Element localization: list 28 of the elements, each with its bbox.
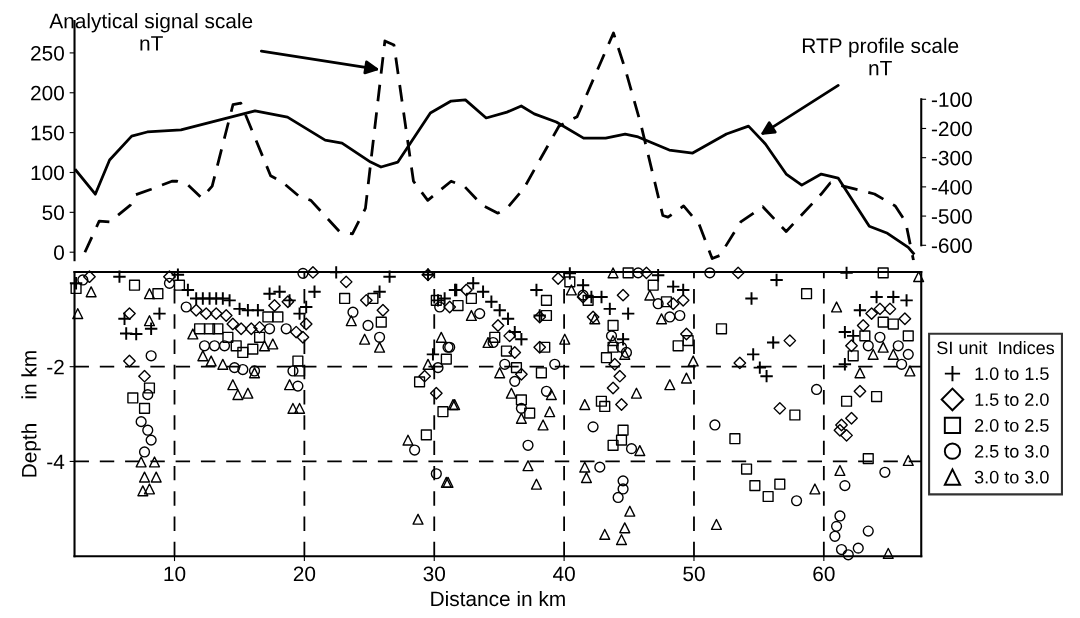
y-tick-label: 150 bbox=[31, 125, 64, 141]
legend-label: 2.0 to 2.5 bbox=[975, 419, 1049, 432]
y2-tick-label: -400 bbox=[931, 179, 972, 195]
y2-tick-label: -200 bbox=[931, 121, 972, 137]
y2-tick-label: -300 bbox=[931, 150, 972, 166]
legend-label: 1.0 to 1.5 bbox=[975, 367, 1049, 381]
legend-title: SI unit Indices bbox=[937, 341, 1055, 355]
x-tick-label: 20 bbox=[293, 566, 316, 582]
x-axis-title: Distance in km bbox=[431, 590, 565, 607]
legend-label: 1.5 to 2.0 bbox=[975, 393, 1049, 406]
y2-tick-label: -100 bbox=[931, 92, 972, 108]
annotation: RTP profile scale nT bbox=[802, 37, 959, 76]
legend-label: 3.0 to 3.0 bbox=[974, 470, 1049, 484]
y-tick-label: 0 bbox=[54, 245, 64, 260]
x-tick-label: 50 bbox=[683, 566, 705, 582]
y2-tick-label: -600 bbox=[931, 238, 972, 254]
y-tick-label: -2 bbox=[47, 359, 64, 375]
x-tick-label: 30 bbox=[423, 566, 446, 582]
y-tick-label: -4 bbox=[47, 454, 65, 469]
y-axis-title: Depth in km bbox=[21, 351, 41, 477]
x-tick-label: 60 bbox=[813, 566, 835, 582]
y-tick-label: 100 bbox=[31, 165, 64, 181]
y-tick-label: 200 bbox=[31, 85, 64, 101]
y2-tick-label: -500 bbox=[931, 209, 972, 224]
x-tick-label: 10 bbox=[164, 566, 186, 582]
x-tick-label: 40 bbox=[553, 566, 575, 582]
legend-label: 2.5 to 3.0 bbox=[975, 444, 1049, 458]
y-tick-label: 50 bbox=[42, 205, 64, 221]
